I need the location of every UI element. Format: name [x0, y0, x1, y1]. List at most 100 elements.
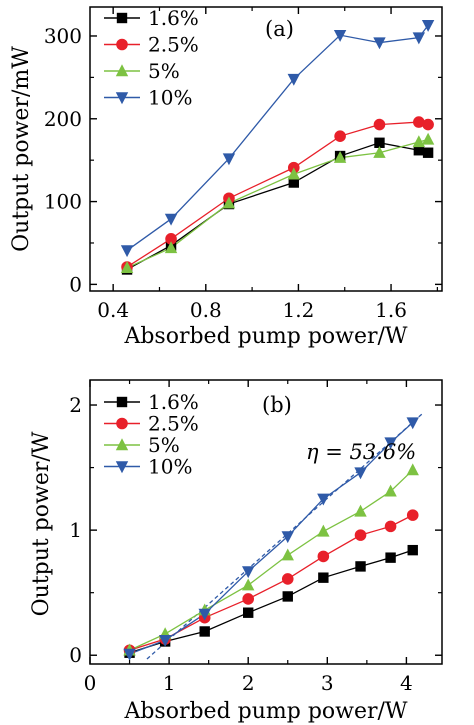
- x-tick-label: 1.6: [375, 298, 407, 322]
- data-point: [281, 531, 294, 544]
- data-point: [158, 635, 172, 647]
- panel-label-b: (b): [262, 393, 292, 417]
- legend-label: 1.6%: [148, 390, 199, 414]
- data-point: [373, 118, 386, 131]
- data-point: [334, 130, 346, 142]
- data-point: [354, 529, 367, 541]
- data-point: [287, 167, 300, 180]
- y-tick-label: 100: [44, 190, 82, 214]
- data-point: [242, 566, 255, 579]
- y-axis-label-b: Output power/W: [29, 431, 54, 616]
- data-point: [385, 552, 396, 563]
- y-tick-label: 300: [44, 24, 82, 48]
- series-line: [126, 121, 429, 268]
- data-point: [222, 196, 236, 209]
- x-tick-label: 3: [321, 671, 334, 695]
- panel-a: 0.4 0.8 1.2 1.6 0 100 200 300 (a) Absorbed pump…: [9, 6, 443, 349]
- legend-marker: [116, 38, 128, 51]
- data-point: [243, 607, 254, 618]
- data-point: [164, 213, 178, 226]
- data-point: [412, 135, 426, 148]
- y-tick-label: 2: [69, 393, 82, 417]
- legend-marker: [115, 92, 129, 105]
- data-point: [198, 608, 211, 621]
- legend-marker: [116, 396, 128, 408]
- data-point: [242, 578, 255, 591]
- data-point: [165, 233, 177, 245]
- legend-marker: [115, 64, 129, 77]
- y-axis-label-a: Output power/mW: [9, 46, 34, 252]
- legend-marker: [115, 438, 129, 451]
- data-point: [333, 150, 347, 163]
- data-point: [412, 32, 426, 45]
- legend-label: 5%: [148, 59, 180, 83]
- data-point: [123, 648, 136, 661]
- legend-label: 5%: [148, 433, 180, 457]
- x-tick-label: 1.2: [283, 298, 315, 322]
- x-tick-label: 4: [400, 671, 413, 695]
- data-point: [373, 146, 386, 158]
- data-point: [281, 548, 294, 561]
- legend-label: 10%: [148, 455, 192, 479]
- x-axis-label-a: Absorbed pump power/W: [123, 324, 407, 349]
- legend-marker: [115, 461, 129, 474]
- data-point: [281, 573, 294, 585]
- data-point: [318, 572, 329, 583]
- data-point: [384, 520, 397, 533]
- plot-frame-a: [89, 6, 443, 292]
- efficiency-annotation: η = 53.6%: [306, 440, 416, 464]
- panel-b: 0 1 2 3 4 0 1 2 (b) η = 53.6% Absorbed pump pow…: [29, 379, 443, 724]
- data-point: [406, 463, 419, 476]
- data-point: [355, 561, 366, 572]
- data-point: [120, 261, 134, 274]
- data-point: [288, 177, 299, 188]
- data-point: [373, 37, 386, 50]
- legend-label: 2.5%: [148, 33, 199, 57]
- data-point: [422, 147, 434, 158]
- x-tick-label: 0.4: [97, 298, 129, 322]
- data-point: [242, 593, 255, 605]
- data-point: [120, 245, 134, 258]
- x-axis-label-b: Absorbed pump power/W: [123, 699, 407, 724]
- data-point: [384, 437, 397, 450]
- legend-label: 2.5%: [148, 412, 199, 436]
- legend-marker: [116, 417, 128, 430]
- data-point: [422, 118, 434, 131]
- data-point: [333, 29, 347, 42]
- data-point: [374, 137, 385, 148]
- legend-label: 10%: [148, 86, 192, 110]
- data-point: [354, 504, 367, 517]
- y-tick-label: 200: [44, 107, 82, 131]
- data-point: [287, 73, 300, 86]
- series-line: [129, 549, 413, 654]
- data-point: [413, 116, 425, 128]
- data-point: [354, 467, 367, 480]
- plot-frame-b: [89, 379, 443, 665]
- data-point: [199, 626, 210, 637]
- x-tick-label: 2: [242, 671, 255, 695]
- series-line: [126, 24, 429, 251]
- data-point: [222, 153, 236, 166]
- x-tick-label: 0.8: [190, 298, 222, 322]
- data-point: [384, 484, 397, 497]
- data-point: [406, 417, 419, 430]
- legend-marker: [116, 12, 128, 24]
- y-tick-label: 1: [69, 518, 82, 542]
- x-tick-label: 0: [84, 671, 97, 695]
- data-point: [164, 241, 178, 254]
- panel-label-a: (a): [265, 17, 294, 41]
- data-point: [317, 493, 330, 506]
- data-point: [317, 524, 330, 537]
- data-point: [421, 20, 435, 32]
- series-line: [129, 469, 414, 651]
- x-tick-label: 1: [163, 671, 176, 695]
- y-tick-label: 0: [69, 272, 82, 296]
- series-line: [126, 142, 429, 271]
- data-point: [282, 591, 293, 602]
- y-tick-label: 0: [69, 643, 82, 667]
- data-point: [407, 544, 418, 556]
- data-point: [317, 550, 330, 563]
- legend-label: 1.6%: [148, 6, 199, 30]
- data-point: [413, 145, 425, 156]
